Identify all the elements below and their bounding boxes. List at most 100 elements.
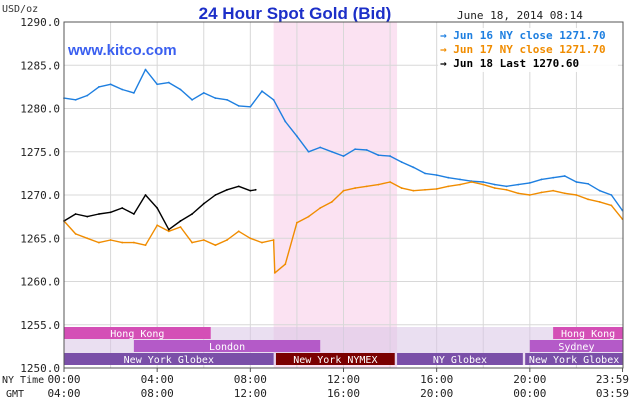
- session-bar: [133, 340, 321, 352]
- series-point: [528, 194, 531, 196]
- session-label: New York Globex: [124, 355, 214, 366]
- session-bars: Hong Kong Hong Kong London Sydney New York G…: [64, 327, 623, 366]
- series-point: [237, 185, 240, 188]
- series-point: [587, 198, 589, 201]
- series-point: [214, 244, 217, 247]
- series-point: [365, 185, 368, 188]
- legend-entry: → Jun 16 NY close 1271.70: [440, 29, 606, 42]
- series-point: [424, 172, 426, 175]
- session-label: New York NYMEX: [293, 355, 377, 366]
- series-point: [156, 207, 159, 209]
- y-tick-label: 1260.0: [20, 276, 60, 289]
- series-point: [563, 175, 566, 177]
- series-point: [342, 155, 345, 157]
- session-label: NY Globex: [433, 355, 487, 366]
- series-point: [354, 187, 357, 189]
- y-tick-label: 1270.0: [20, 189, 60, 202]
- series-point: [86, 215, 89, 218]
- session-bar: [525, 353, 623, 365]
- x-tick-label-gmt: 03:59: [596, 387, 629, 400]
- series-point: [214, 97, 217, 100]
- series-point: [296, 135, 298, 138]
- series-point: [237, 230, 240, 233]
- legend-entry: → Jun 18 Last 1270.60: [440, 57, 579, 70]
- series-line: [63, 185, 256, 231]
- session-bar: [529, 340, 623, 352]
- series-point: [249, 237, 252, 240]
- session-bar: [275, 353, 395, 365]
- series-point: [528, 181, 531, 184]
- series-point: [377, 183, 380, 186]
- series-point: [273, 271, 276, 274]
- series-point: [493, 183, 496, 186]
- series-point: [610, 204, 613, 207]
- legend-box: [438, 28, 618, 72]
- series-point: [540, 191, 543, 194]
- series-point: [237, 105, 240, 107]
- series-point: [156, 224, 159, 227]
- x-tick-label-ny: 23:59: [596, 373, 629, 386]
- series-point: [459, 178, 461, 181]
- series-point: [167, 81, 170, 84]
- series-point: [505, 188, 508, 191]
- x-tick-label-gmt: 04:00: [47, 387, 80, 400]
- series-point: [412, 189, 415, 192]
- series-line: [63, 181, 624, 274]
- series-point: [459, 183, 461, 186]
- y-unit-label: USD/oz: [2, 4, 38, 15]
- chart-title-wrapper: [0, 0, 630, 26]
- series-point: [307, 215, 310, 218]
- x-tick-label-gmt: 08:00: [141, 387, 174, 400]
- series-point: [109, 211, 112, 214]
- x-tick-label-ny: 20:00: [513, 373, 546, 386]
- series-point: [167, 228, 170, 231]
- series-point: [552, 176, 555, 179]
- series-point: [144, 68, 147, 71]
- watermark: www.kitco.com: [67, 42, 177, 59]
- series-point: [272, 239, 275, 241]
- series-point: [86, 237, 89, 240]
- session-label: Hong Kong: [110, 329, 164, 340]
- x-tick-label-ny: 12:00: [327, 373, 360, 386]
- series-point: [132, 241, 135, 244]
- series-point: [179, 88, 182, 91]
- x-tick-label-gmt: 20:00: [420, 387, 453, 400]
- series-point: [132, 213, 135, 215]
- session-bar: [64, 353, 274, 365]
- series-point: [598, 201, 601, 203]
- series-point: [191, 241, 194, 244]
- series-point: [191, 213, 194, 215]
- series-point: [121, 88, 124, 91]
- series-point: [98, 241, 100, 244]
- series-point: [109, 83, 112, 86]
- y-tick-label: 1255.0: [20, 319, 60, 332]
- series-point: [587, 182, 589, 185]
- series-point: [284, 263, 287, 266]
- series-point: [202, 239, 205, 241]
- series-point: [261, 241, 263, 244]
- series-point: [389, 155, 391, 157]
- series-point: [272, 98, 275, 101]
- plot-border: [63, 21, 624, 369]
- series-point: [598, 189, 601, 192]
- x-tick-label-ny: 08:00: [234, 373, 267, 386]
- x-tick-label-ny: 00:00: [47, 373, 80, 386]
- session-bar: [553, 327, 623, 339]
- y-tick-label: 1290.0: [20, 16, 60, 29]
- chart-title: 24 Hour Spot Gold (Bid): [199, 4, 392, 23]
- series-point: [365, 149, 368, 151]
- series-point: [575, 194, 578, 196]
- y-tick-label: 1265.0: [20, 232, 60, 245]
- series-point: [98, 85, 100, 88]
- y-axis-ticks: 1250.0 1255.0 1260.0 1265.0 1270.0 1275.0 1280…: [20, 16, 60, 375]
- x-tick-label-ny: 04:00: [141, 373, 174, 386]
- series-point: [121, 207, 124, 209]
- series-point: [470, 181, 473, 183]
- series-point: [424, 188, 426, 191]
- series-point: [389, 181, 391, 183]
- series-point: [86, 94, 89, 97]
- session-label: Sydney: [558, 342, 594, 353]
- series-point: [179, 220, 182, 222]
- series-point: [354, 148, 357, 151]
- series-point: [482, 183, 485, 186]
